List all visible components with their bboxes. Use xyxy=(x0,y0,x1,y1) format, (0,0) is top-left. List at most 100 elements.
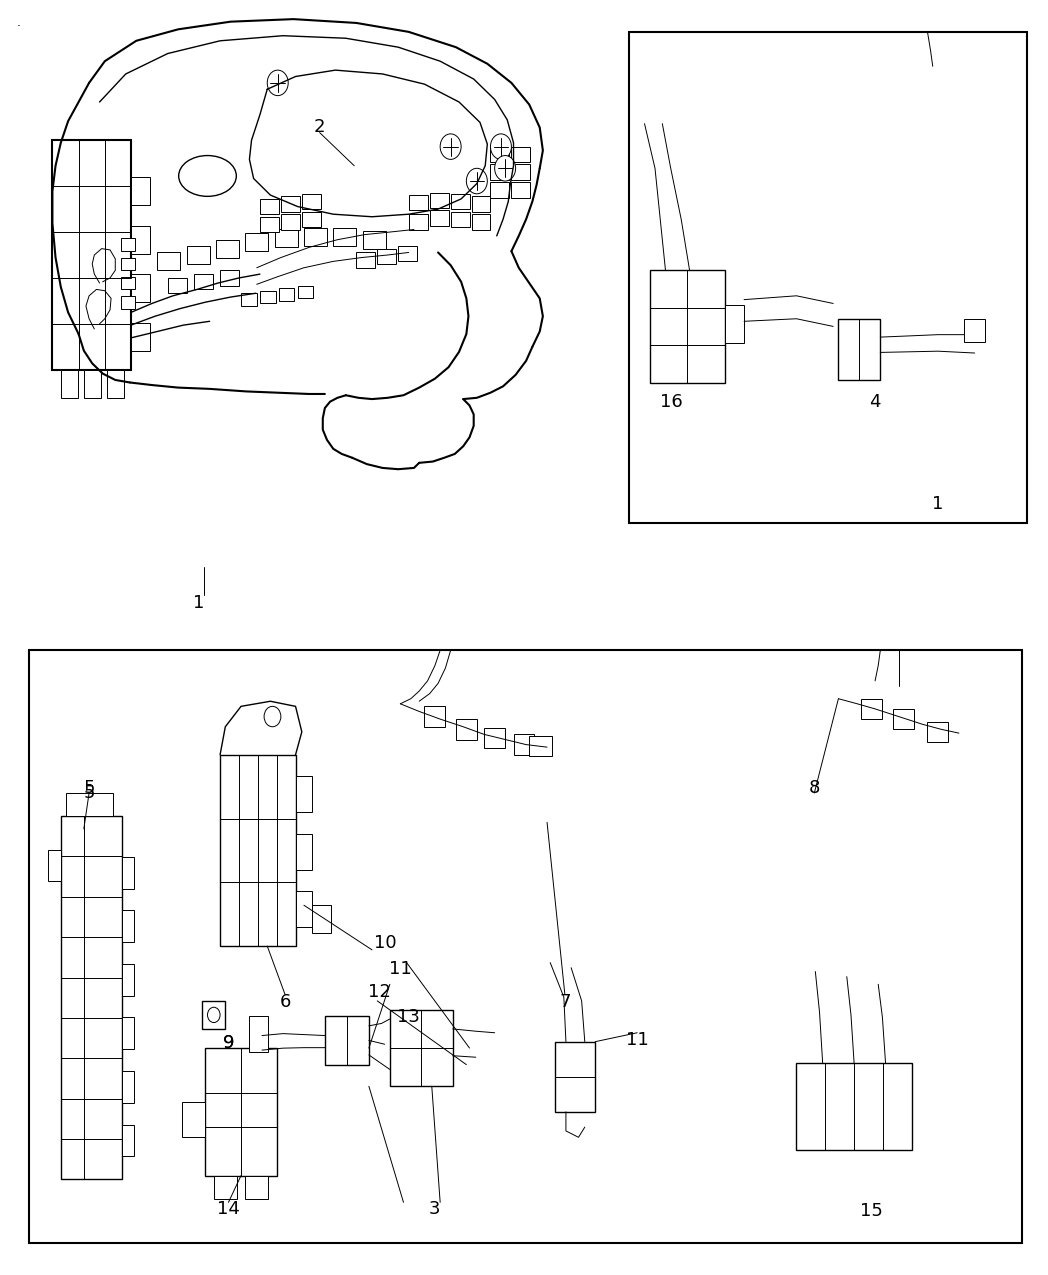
Bar xyxy=(725,305,744,343)
Bar xyxy=(241,293,257,306)
Bar xyxy=(281,196,300,212)
Bar xyxy=(61,816,122,1179)
Bar xyxy=(838,319,880,380)
Text: 3: 3 xyxy=(430,1200,440,1218)
Circle shape xyxy=(466,168,487,194)
Bar xyxy=(893,709,914,729)
Bar xyxy=(296,891,312,927)
Bar xyxy=(430,210,449,226)
Bar xyxy=(333,228,356,246)
Circle shape xyxy=(264,706,281,727)
Ellipse shape xyxy=(178,156,237,196)
Bar xyxy=(187,246,210,264)
Bar xyxy=(390,1010,453,1086)
Bar xyxy=(122,910,134,942)
Text: 11: 11 xyxy=(389,960,412,978)
Bar xyxy=(511,164,530,180)
Text: 9: 9 xyxy=(223,1034,234,1052)
Bar xyxy=(245,233,268,251)
Bar xyxy=(796,1063,912,1150)
Bar xyxy=(182,1102,205,1137)
Bar xyxy=(249,1016,268,1052)
Bar xyxy=(409,195,428,210)
Text: 13: 13 xyxy=(397,1009,420,1026)
Bar xyxy=(121,296,135,309)
Bar xyxy=(511,182,530,198)
Bar xyxy=(157,252,180,270)
Bar xyxy=(205,1048,277,1176)
Bar xyxy=(356,252,375,268)
Text: 9: 9 xyxy=(223,1034,234,1052)
Text: 8: 8 xyxy=(809,779,820,797)
Circle shape xyxy=(440,134,461,159)
Bar xyxy=(964,319,985,342)
Bar xyxy=(275,230,298,247)
Text: 10: 10 xyxy=(374,935,397,952)
Bar xyxy=(122,1017,134,1049)
Bar xyxy=(52,140,131,370)
Bar xyxy=(377,249,396,264)
Circle shape xyxy=(490,134,511,159)
Bar xyxy=(122,964,134,996)
Bar xyxy=(430,193,449,208)
Bar xyxy=(66,793,113,816)
Circle shape xyxy=(267,70,288,96)
Text: 16: 16 xyxy=(660,393,683,411)
Bar xyxy=(131,226,150,254)
Text: 5: 5 xyxy=(84,779,94,797)
Bar xyxy=(529,736,552,756)
Bar xyxy=(409,214,428,230)
Bar xyxy=(514,734,534,755)
Text: 2: 2 xyxy=(314,119,325,136)
Bar xyxy=(302,194,321,209)
Text: 1: 1 xyxy=(933,495,943,513)
Bar xyxy=(296,776,312,812)
Bar xyxy=(472,214,490,230)
Bar xyxy=(61,370,78,398)
Bar xyxy=(121,277,135,289)
Text: 12: 12 xyxy=(368,983,391,1001)
Bar xyxy=(122,857,134,889)
Bar xyxy=(245,1176,268,1198)
Bar xyxy=(490,147,509,162)
Bar xyxy=(260,199,279,214)
Text: 4: 4 xyxy=(870,393,880,411)
Bar xyxy=(312,905,331,933)
Bar xyxy=(484,728,505,748)
Bar xyxy=(304,228,327,246)
Bar xyxy=(555,1042,595,1112)
Text: .: . xyxy=(17,17,21,29)
Bar xyxy=(48,849,61,881)
Bar xyxy=(122,1071,134,1103)
Bar xyxy=(131,177,150,205)
Bar xyxy=(424,706,445,727)
Bar xyxy=(121,258,135,270)
Bar xyxy=(260,217,279,232)
Bar xyxy=(260,291,276,303)
Bar xyxy=(107,370,124,398)
Bar xyxy=(861,699,882,719)
Bar xyxy=(131,274,150,302)
Bar xyxy=(202,1001,225,1029)
Bar xyxy=(121,238,135,251)
Text: 15: 15 xyxy=(860,1202,883,1220)
Bar xyxy=(325,1016,369,1065)
Bar xyxy=(29,650,1022,1243)
Bar xyxy=(194,274,213,289)
Bar xyxy=(279,288,294,301)
Bar xyxy=(84,370,101,398)
Bar xyxy=(456,719,477,739)
Text: 6: 6 xyxy=(280,993,290,1011)
Bar xyxy=(451,194,470,209)
Bar xyxy=(216,240,239,258)
Bar xyxy=(472,196,490,212)
Bar xyxy=(511,147,530,162)
Bar xyxy=(131,323,150,351)
Text: 14: 14 xyxy=(217,1200,240,1218)
Bar xyxy=(927,722,948,742)
Bar xyxy=(214,1176,237,1198)
Bar xyxy=(122,1125,134,1156)
Bar xyxy=(168,278,187,293)
Bar xyxy=(490,164,509,180)
Bar xyxy=(629,32,1027,523)
